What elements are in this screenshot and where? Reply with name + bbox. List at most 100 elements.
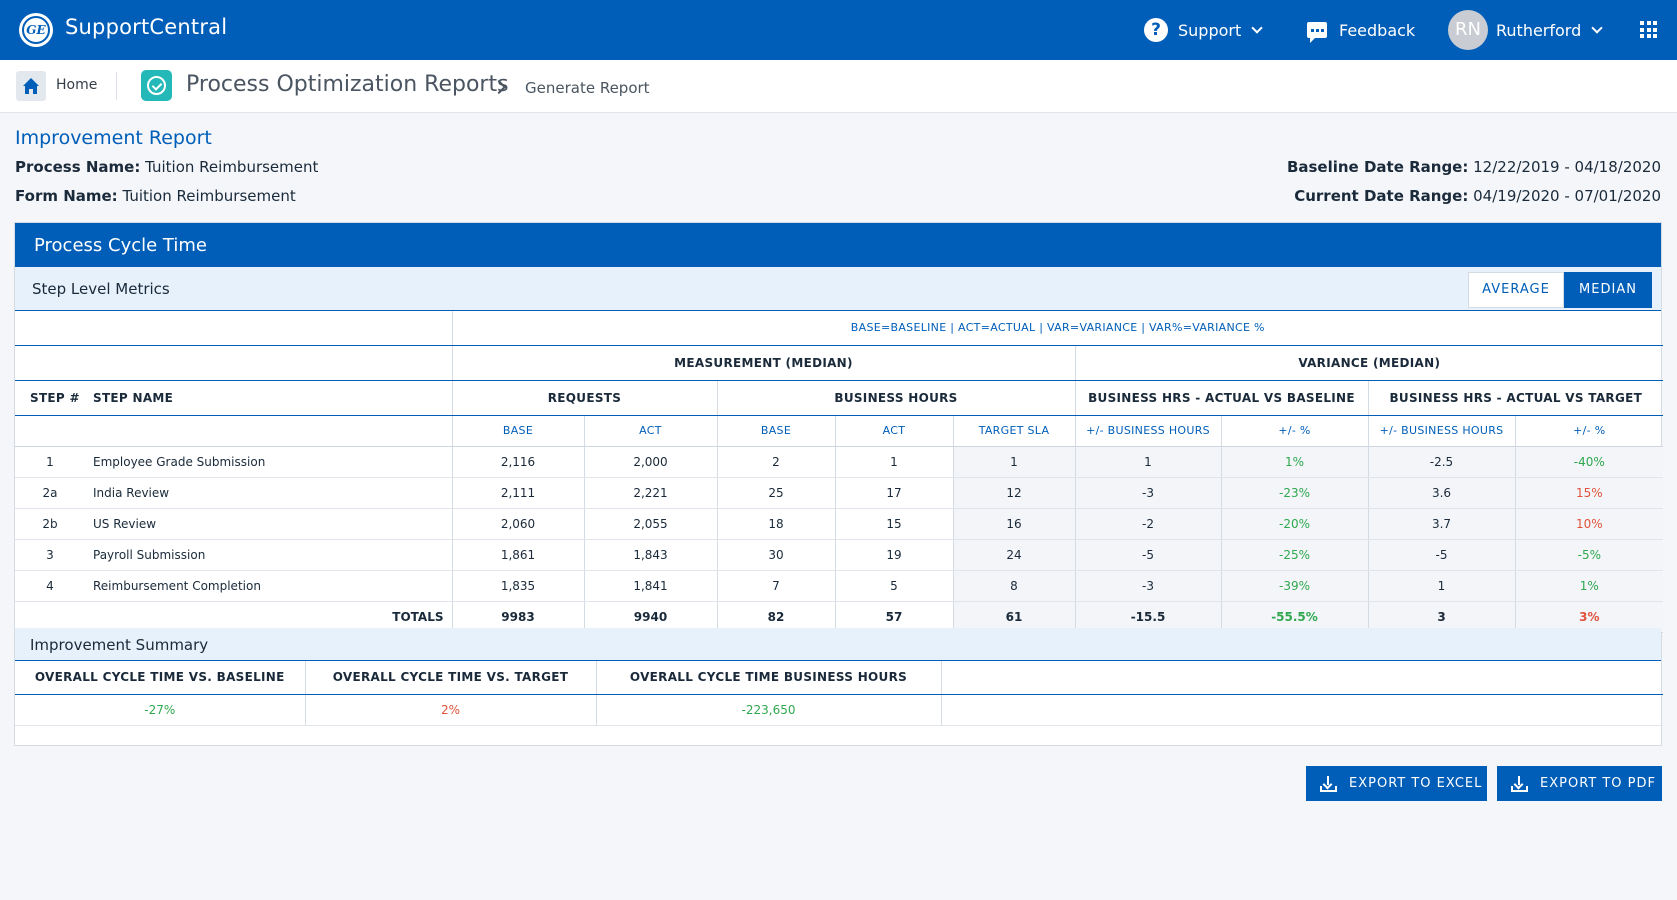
process-name-value: Tuition Reimbursement [145,158,319,176]
legend-row: BASE=BASELINE | ACT=ACTUAL | VAR=VARIANC… [15,311,1664,346]
measurement-group-header: MEASUREMENT (MEDIAN) [451,345,1075,381]
report-title: Improvement Report [15,127,212,149]
step-name-cell: US Review [85,508,452,540]
req-act-cell: 2,221 [583,477,717,509]
vb-pct-cell: -39% [1220,570,1368,602]
req-act-cell: 1,841 [583,570,717,602]
process-name-line: Process Name: Tuition Reimbursement [15,158,318,176]
chevron-down-icon [1591,21,1603,34]
vt-hours-cell: -2.5 [1367,446,1515,478]
target-var-pct-header: +/- % [1514,415,1664,447]
target-sla-cell: 1 [952,446,1075,478]
process-name-label: Process Name: [15,158,141,176]
ge-logo-icon[interactable]: GE [19,13,53,47]
top-header: GE SupportCentral ? Support Feedback RN … [0,0,1677,60]
improvement-summary-title: Improvement Summary [30,636,209,654]
table-row: 4 Reimbursement Completion 1,835 1,841 7 5 8 -3… [15,570,1664,602]
hrs-base-cell: 18 [716,508,835,540]
vb-hours-cell: -5 [1074,539,1221,571]
step-name-cell: Reimbursement Completion [85,570,452,602]
target-sla-cell: 12 [952,477,1075,509]
summary-vs-baseline-header: OVERALL CYCLE TIME VS. BASELINE [15,661,305,695]
target-var-hours-header: +/- BUSINESS HOURS [1367,415,1515,447]
breadcrumb-app-title[interactable]: Process Optimization Reports [186,72,509,97]
abbreviation-legend: BASE=BASELINE | ACT=ACTUAL | VAR=VARIANC… [451,311,1664,346]
target-sla-header: TARGET SLA [952,415,1075,447]
hrs-act-cell: 5 [834,570,953,602]
table-body: 1 Employee Grade Submission 2,116 2,000 2 1 1 1… [15,446,1664,602]
req-base-cell: 1,861 [451,539,584,571]
table-row: 1 Employee Grade Submission 2,116 2,000 2 1 1 1… [15,446,1664,478]
group-header-row: MEASUREMENT (MEDIAN) VARIANCE (MEDIAN) [15,345,1664,381]
req-base-cell: 2,060 [451,508,584,540]
totals-vb-pct: -55.5% [1220,600,1368,633]
export-excel-button[interactable]: EXPORT TO EXCEL [1306,766,1487,801]
process-report-app-icon[interactable] [141,70,172,101]
current-range-line: Current Date Range: 04/19/2020 - 07/01/2… [1294,187,1661,205]
hours-act-header: ACT [834,415,953,447]
vt-pct-cell: -5% [1514,539,1664,571]
support-label: Support [1178,20,1242,40]
app-title[interactable]: SupportCentral [65,15,228,39]
baseline-range-label: Baseline Date Range: [1286,158,1469,176]
support-menu-button[interactable]: ? Support [1144,0,1263,60]
step-number-cell: 1 [15,446,85,478]
form-name-label: Form Name: [15,187,118,205]
feedback-label: Feedback [1339,20,1416,40]
vt-hours-cell: -5 [1367,539,1515,571]
step-number-cell: 2b [15,508,85,540]
vb-hours-cell: -2 [1074,508,1221,540]
feedback-icon [1307,22,1327,43]
totals-vt-hours: 3 [1367,600,1515,633]
vb-pct-cell: -23% [1220,477,1368,509]
home-link[interactable]: Home [56,77,98,93]
summary-business-hours-header: OVERALL CYCLE TIME BUSINESS HOURS [595,661,941,695]
column-header-row: STEP # STEP NAME REQUESTS BUSINESS HOURS… [15,380,1664,416]
home-button[interactable] [16,71,46,101]
req-base-cell: 1,835 [451,570,584,602]
vt-hours-cell: 3.6 [1367,477,1515,509]
export-excel-label: EXPORT TO EXCEL [1349,776,1483,791]
hrs-act-cell: 19 [834,539,953,571]
step-name-header: STEP NAME [85,380,452,416]
average-toggle-button[interactable]: AVERAGE [1468,272,1564,308]
totals-req-act: 9940 [583,600,717,633]
table-row: 2b US Review 2,060 2,055 18 15 16 -2 -20% 3.7 10% [15,508,1664,540]
median-toggle-button[interactable]: MEDIAN [1564,272,1652,308]
vb-pct-cell: -25% [1220,539,1368,571]
step-number-header: STEP # [15,380,85,416]
app-grid-icon[interactable] [1640,21,1657,38]
baseline-var-pct-header: +/- % [1220,415,1368,447]
requests-act-header: ACT [583,415,717,447]
req-base-cell: 2,111 [451,477,584,509]
totals-label: TOTALS [15,600,452,633]
step-number-cell: 3 [15,539,85,571]
improvement-summary-bar: Improvement Summary [15,628,1661,661]
export-pdf-button[interactable]: EXPORT TO PDF [1497,766,1662,801]
variance-group-header: VARIANCE (MEDIAN) [1074,345,1664,381]
requests-header: REQUESTS [451,380,717,416]
baseline-var-hours-header: +/- BUSINESS HOURS [1074,415,1221,447]
summary-business-hours-value: -223,650 [595,694,941,726]
user-menu-button[interactable]: RN Rutherford [1448,0,1603,60]
export-pdf-label: EXPORT TO PDF [1540,776,1656,791]
hrs-act-cell: 1 [834,446,953,478]
help-icon: ? [1144,18,1168,42]
vt-pct-cell: 10% [1514,508,1664,540]
current-range-label: Current Date Range: [1294,187,1469,205]
vb-hours-cell: -3 [1074,570,1221,602]
vb-pct-cell: -20% [1220,508,1368,540]
hrs-base-cell: 30 [716,539,835,571]
sub-header-row: BASE ACT BASE ACT TARGET SLA +/- BUSINES… [15,415,1664,447]
target-sla-cell: 8 [952,570,1075,602]
feedback-button[interactable]: Feedback [1307,0,1415,60]
business-hours-header: BUSINESS HOURS [716,380,1075,416]
logo-monogram: GE [22,16,50,44]
step-number-cell: 4 [15,570,85,602]
breadcrumb: Home Process Optimization Reports Genera… [0,60,1677,113]
form-name-value: Tuition Reimbursement [122,187,296,205]
vt-pct-cell: 15% [1514,477,1664,509]
baseline-range-line: Baseline Date Range: 12/22/2019 - 04/18/… [1287,158,1661,176]
hrs-base-cell: 7 [716,570,835,602]
metrics-table: BASE=BASELINE | ACT=ACTUAL | VAR=VARIANC… [15,311,1664,633]
